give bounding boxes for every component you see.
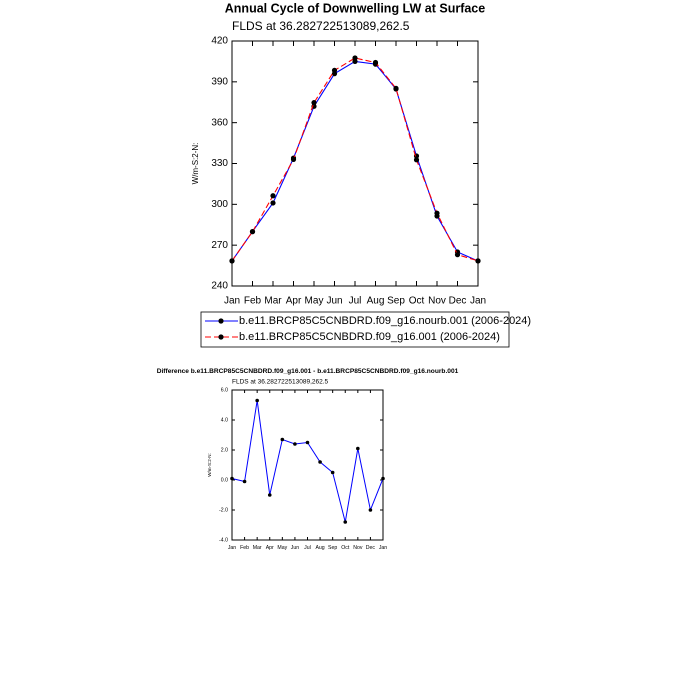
data-point [229, 258, 235, 264]
chart-title: Difference b.e11.BRCP85C5CNBDRD.f09_g16.… [157, 368, 459, 375]
x-tick-label: Mar [264, 296, 282, 307]
x-tick-label: May [277, 545, 287, 551]
y-tick-label: -2.0 [219, 507, 228, 513]
data-point [311, 100, 317, 106]
x-tick-label: Jun [291, 545, 299, 551]
x-tick-label: Sep [328, 545, 337, 551]
x-tick-label: Jul [304, 545, 311, 551]
x-tick-label: Mar [253, 545, 262, 551]
series-line [231, 400, 384, 523]
x-tick-label: Oct [341, 545, 350, 551]
data-point [305, 440, 310, 445]
data-point [230, 476, 234, 481]
data-point [475, 258, 481, 264]
data-point [413, 157, 420, 163]
x-tick-label: Dec [366, 545, 376, 551]
data-point [270, 200, 276, 206]
legend-box [200, 311, 510, 348]
data-point [318, 460, 322, 464]
y-tick-label: 420 [211, 36, 228, 47]
data-point [270, 193, 276, 199]
legend-label: b.e11.BRCP85C5CNBDRD.f09_g16.001 (2006-2… [239, 331, 500, 343]
y-tick-label: 330 [211, 158, 228, 169]
x-tick-label: Jul [349, 296, 362, 307]
legend-marker [218, 318, 224, 324]
x-tick-label: Jan [379, 545, 387, 551]
x-tick-label: Aug [367, 296, 385, 307]
x-tick-label: Apr [266, 545, 274, 551]
x-tick-label: Jan [470, 296, 486, 307]
y-axis-label: W/m-S:2-N: [191, 143, 200, 185]
data-point [352, 55, 358, 61]
y-tick-label: 4.0 [221, 417, 228, 423]
x-tick-label: Feb [240, 545, 249, 551]
data-point [293, 442, 297, 446]
data-point [255, 398, 259, 403]
data-point [343, 520, 348, 524]
y-tick-label: 300 [211, 199, 228, 210]
y-tick-label: 6.0 [221, 387, 228, 393]
x-tick-label: Nov [428, 296, 446, 307]
data-point [280, 437, 285, 442]
data-point [381, 476, 385, 481]
data-point [434, 210, 440, 216]
y-tick-label: 0.0 [221, 477, 228, 483]
x-tick-label: May [305, 296, 324, 307]
chart-subtitle: FLDS at 36.282722513089,262.5 [232, 19, 410, 33]
data-point [368, 508, 373, 512]
y-tick-label: -4.0 [219, 537, 228, 543]
x-tick-label: Aug [315, 545, 324, 551]
x-tick-label: Jun [326, 296, 342, 307]
data-point [454, 252, 461, 258]
x-tick-label: Jan [224, 296, 240, 307]
data-point [372, 59, 379, 66]
series-line [231, 57, 479, 262]
legend-marker [218, 334, 224, 340]
y-tick-label: 2.0 [221, 447, 228, 453]
y-tick-label: 390 [211, 76, 228, 87]
x-tick-label: Nov [353, 545, 363, 551]
x-tick-label: Feb [244, 296, 262, 307]
x-tick-label: Sep [387, 296, 405, 307]
x-tick-label: Jan [228, 545, 236, 551]
plot-frame [231, 389, 384, 541]
x-tick-label: Dec [449, 296, 467, 307]
data-point [356, 446, 360, 451]
data-point [393, 85, 399, 91]
plot-frame [231, 40, 479, 287]
data-point [249, 229, 256, 235]
x-tick-label: Apr [286, 296, 302, 307]
data-point [290, 156, 297, 163]
y-tick-label: 360 [211, 117, 228, 128]
legend-label: b.e11.BRCP85C5CNBDRD.f09_g16.nourb.001 (… [239, 315, 531, 327]
data-point [331, 67, 338, 73]
chart-subtitle: FLDS at 36.282722513089,262.5 [232, 379, 329, 386]
data-point [267, 493, 272, 497]
x-tick-label: Oct [409, 296, 425, 307]
y-tick-label: 240 [211, 281, 228, 292]
chart-title: Annual Cycle of Downwelling LW at Surfac… [225, 1, 485, 15]
data-point [242, 479, 247, 484]
y-tick-label: 270 [211, 240, 228, 251]
series-line [231, 60, 479, 262]
data-point [330, 470, 335, 475]
y-axis-label: W/m-S:2-N: [207, 453, 212, 477]
